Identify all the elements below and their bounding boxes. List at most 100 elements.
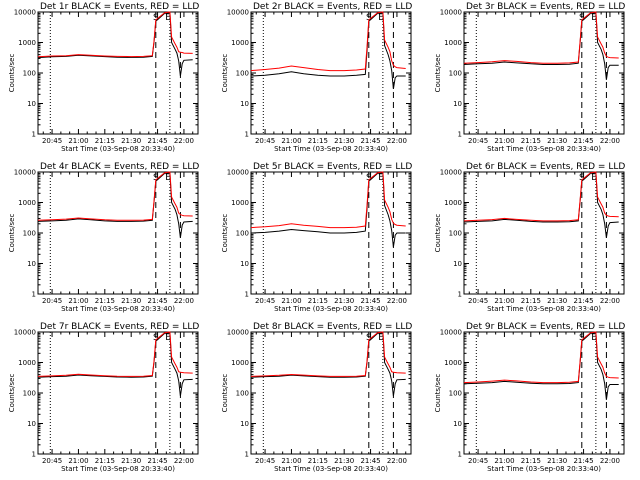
x-tick-label: 21:30: [121, 457, 141, 465]
y-tick-label: 100: [236, 390, 249, 398]
y-tick-label: 1000: [444, 199, 462, 207]
y-tick-label: 1000: [231, 359, 249, 367]
x-tick-label: 21:30: [121, 297, 141, 305]
marker-e: E: [591, 333, 597, 343]
y-axis-label: Counts/sec: [8, 214, 16, 253]
x-tick-label: 20:45: [255, 457, 275, 465]
marker-s: S: [366, 333, 372, 343]
x-tick-label: 21:15: [95, 297, 115, 305]
x-tick-label: 21:00: [68, 297, 88, 305]
y-axis-label: Counts/sec: [8, 374, 16, 413]
x-tick-label: 22:00: [600, 137, 620, 145]
x-tick-label: 21:15: [521, 457, 541, 465]
y-axis-label: Counts/sec: [221, 374, 229, 413]
x-axis-label: Start Time (03-Sep-08 20:33:40): [274, 465, 388, 473]
x-tick-label: 21:45: [360, 457, 380, 465]
marker-e: E: [165, 333, 171, 343]
series-lld: [37, 171, 193, 221]
panel: Det 5r BLACK = Events, RED = LLD 1 10 100 10…: [221, 162, 412, 313]
x-axis-label: Start Time (03-Sep-08 20:33:40): [274, 145, 388, 153]
marker-s: S: [153, 13, 159, 23]
y-tick-label: 10000: [14, 329, 36, 337]
x-tick-label: 22:00: [387, 457, 407, 465]
panel: Det 4r BLACK = Events, RED = LLD 1 10 100 10…: [8, 162, 199, 313]
plot-frame: [463, 11, 625, 135]
panel: Det 8r BLACK = Events, RED = LLD 1 10 100 10…: [221, 322, 412, 473]
y-tick-label: 1: [245, 131, 249, 139]
x-tick-label: 21:45: [360, 137, 380, 145]
y-tick-label: 1: [32, 291, 36, 299]
x-tick-label: 21:30: [547, 297, 567, 305]
panel-title: Det 6r BLACK = Events, RED = LLD: [466, 162, 625, 172]
x-axis-label: Start Time (03-Sep-08 20:33:40): [61, 465, 175, 473]
y-tick-label: 10: [240, 100, 249, 108]
x-tick-label: 20:45: [42, 137, 62, 145]
y-tick-label: 1: [32, 131, 36, 139]
marker-s: S: [366, 13, 372, 23]
x-axis-label: Start Time (03-Sep-08 20:33:40): [487, 465, 601, 473]
x-tick-label: 20:45: [255, 297, 275, 305]
series-lld: [250, 11, 406, 72]
x-tick-label: 21:45: [573, 457, 593, 465]
y-tick-label: 100: [449, 390, 462, 398]
plot-frame: [463, 171, 625, 295]
y-tick-label: 10000: [14, 9, 36, 17]
y-tick-label: 100: [236, 230, 249, 238]
x-tick-label: 20:45: [42, 297, 62, 305]
x-tick-label: 21:30: [334, 297, 354, 305]
y-tick-label: 100: [236, 70, 249, 78]
x-tick-label: 21:30: [547, 137, 567, 145]
y-axis-label: Counts/sec: [434, 54, 442, 93]
x-tick-label: 21:15: [308, 137, 328, 145]
x-tick-label: 21:00: [281, 297, 301, 305]
x-tick-label: 21:45: [147, 297, 167, 305]
x-tick-label: 20:45: [468, 457, 488, 465]
x-tick-label: 20:45: [42, 457, 62, 465]
y-tick-label: 10: [453, 420, 462, 428]
panel-title: Det 2r BLACK = Events, RED = LLD: [253, 2, 412, 12]
y-tick-label: 10000: [440, 329, 462, 337]
x-tick-label: 21:00: [494, 137, 514, 145]
panel: Det 2r BLACK = Events, RED = LLD 1 10 100 10…: [221, 2, 412, 153]
marker-e: E: [591, 173, 597, 183]
panel-title: Det 9r BLACK = Events, RED = LLD: [466, 322, 625, 332]
y-tick-label: 1000: [231, 199, 249, 207]
plot-frame: [37, 11, 199, 135]
series-lld: [37, 11, 193, 58]
plot-frame: [250, 331, 412, 455]
y-tick-label: 10: [240, 420, 249, 428]
x-tick-label: 20:45: [468, 297, 488, 305]
x-axis-label: Start Time (03-Sep-08 20:33:40): [487, 305, 601, 313]
y-tick-label: 100: [23, 230, 36, 238]
x-tick-label: 22:00: [174, 137, 194, 145]
panel: Det 6r BLACK = Events, RED = LLD 1 10 100 10…: [434, 162, 625, 313]
x-tick-label: 21:30: [121, 137, 141, 145]
y-axis-label: Counts/sec: [434, 214, 442, 253]
x-tick-label: 21:15: [521, 297, 541, 305]
series-lld: [250, 331, 406, 377]
marker-e: E: [165, 173, 171, 183]
marker-e: E: [378, 13, 384, 23]
marker-s: S: [579, 13, 585, 23]
y-tick-label: 1000: [444, 39, 462, 47]
x-tick-label: 21:15: [95, 137, 115, 145]
x-tick-label: 22:00: [600, 297, 620, 305]
x-tick-label: 21:15: [308, 297, 328, 305]
x-tick-label: 21:00: [494, 457, 514, 465]
y-tick-label: 100: [449, 70, 462, 78]
x-tick-label: 21:45: [573, 297, 593, 305]
x-tick-label: 21:30: [547, 457, 567, 465]
x-tick-label: 21:15: [95, 457, 115, 465]
x-tick-label: 21:30: [334, 137, 354, 145]
panel: Det 7r BLACK = Events, RED = LLD 1 10 100 10…: [8, 322, 199, 473]
y-axis-label: Counts/sec: [434, 374, 442, 413]
x-axis-label: Start Time (03-Sep-08 20:33:40): [61, 145, 175, 153]
x-tick-label: 22:00: [174, 457, 194, 465]
marker-s: S: [153, 333, 159, 343]
y-tick-label: 10: [27, 420, 36, 428]
y-tick-label: 1000: [18, 199, 36, 207]
series-lld: [463, 11, 619, 64]
y-axis-label: Counts/sec: [221, 214, 229, 253]
y-tick-label: 1000: [444, 359, 462, 367]
series-lld: [250, 171, 406, 229]
